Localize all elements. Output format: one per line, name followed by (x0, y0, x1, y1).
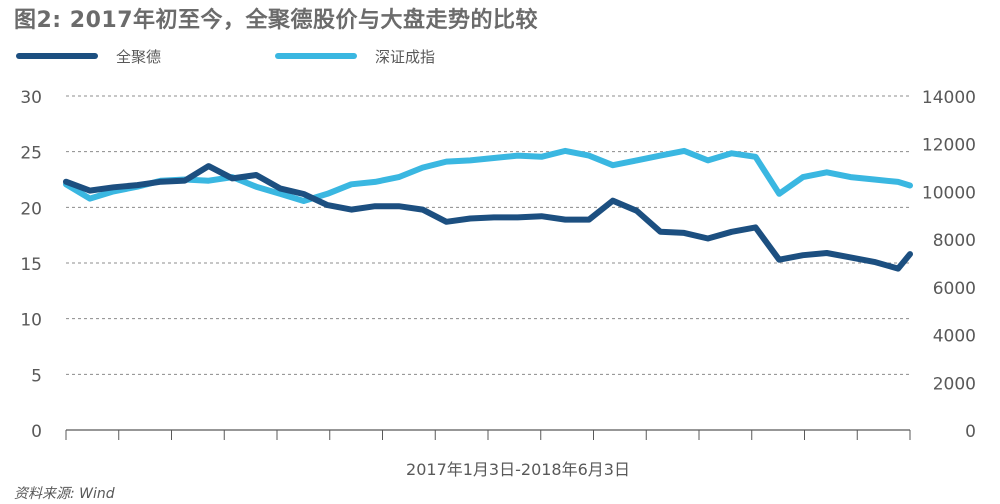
series-line-quanjude (63, 163, 913, 272)
series-line-szcz (63, 147, 913, 204)
y-right-tick-label: 14000 (922, 88, 976, 108)
legend-swatch-szcz (275, 53, 357, 59)
source-note: 资料来源: Wind (14, 486, 115, 502)
label-layer: 0 5 10 15 20 25 30 0 2000 4000 6000 8000 10000 12000 1… (20, 88, 976, 479)
y-left-tick-label: 10 (20, 311, 42, 331)
y-right-tick-label: 8000 (933, 231, 976, 251)
y-right-tick-label: 0 (965, 422, 976, 442)
grid-layer (66, 95, 910, 375)
x-axis-label: 2017年1月3日-2018年6月3日 (406, 460, 630, 479)
y-left-tick-label: 5 (31, 366, 42, 386)
y-right-tick-label: 12000 (922, 136, 976, 156)
y-left-tick-label: 15 (20, 255, 42, 275)
y-left-tick-label: 25 (20, 144, 42, 164)
y-right-tick-label: 10000 (922, 183, 976, 203)
y-left-tick-label: 20 (20, 199, 42, 219)
legend-swatch-quanjude (16, 53, 98, 59)
y-right-tick-label: 6000 (933, 279, 976, 299)
y-left-tick-label: 0 (31, 422, 42, 442)
y-left-tick-label: 30 (20, 88, 42, 108)
legend-label-quanjude: 全聚德 (116, 47, 162, 66)
y-right-tick-label: 2000 (933, 374, 976, 394)
series-layer (63, 147, 913, 272)
axis-layer (65, 429, 911, 440)
legend-item-szcz: 深证成指 (275, 44, 435, 68)
chart-title: 图2: 2017年初至今，全聚德股价与大盘走势的比较 (14, 8, 538, 33)
legend-item-quanjude: 全聚德 (16, 44, 161, 68)
legend-label-szcz: 深证成指 (375, 47, 436, 66)
y-right-tick-label: 4000 (933, 327, 976, 347)
